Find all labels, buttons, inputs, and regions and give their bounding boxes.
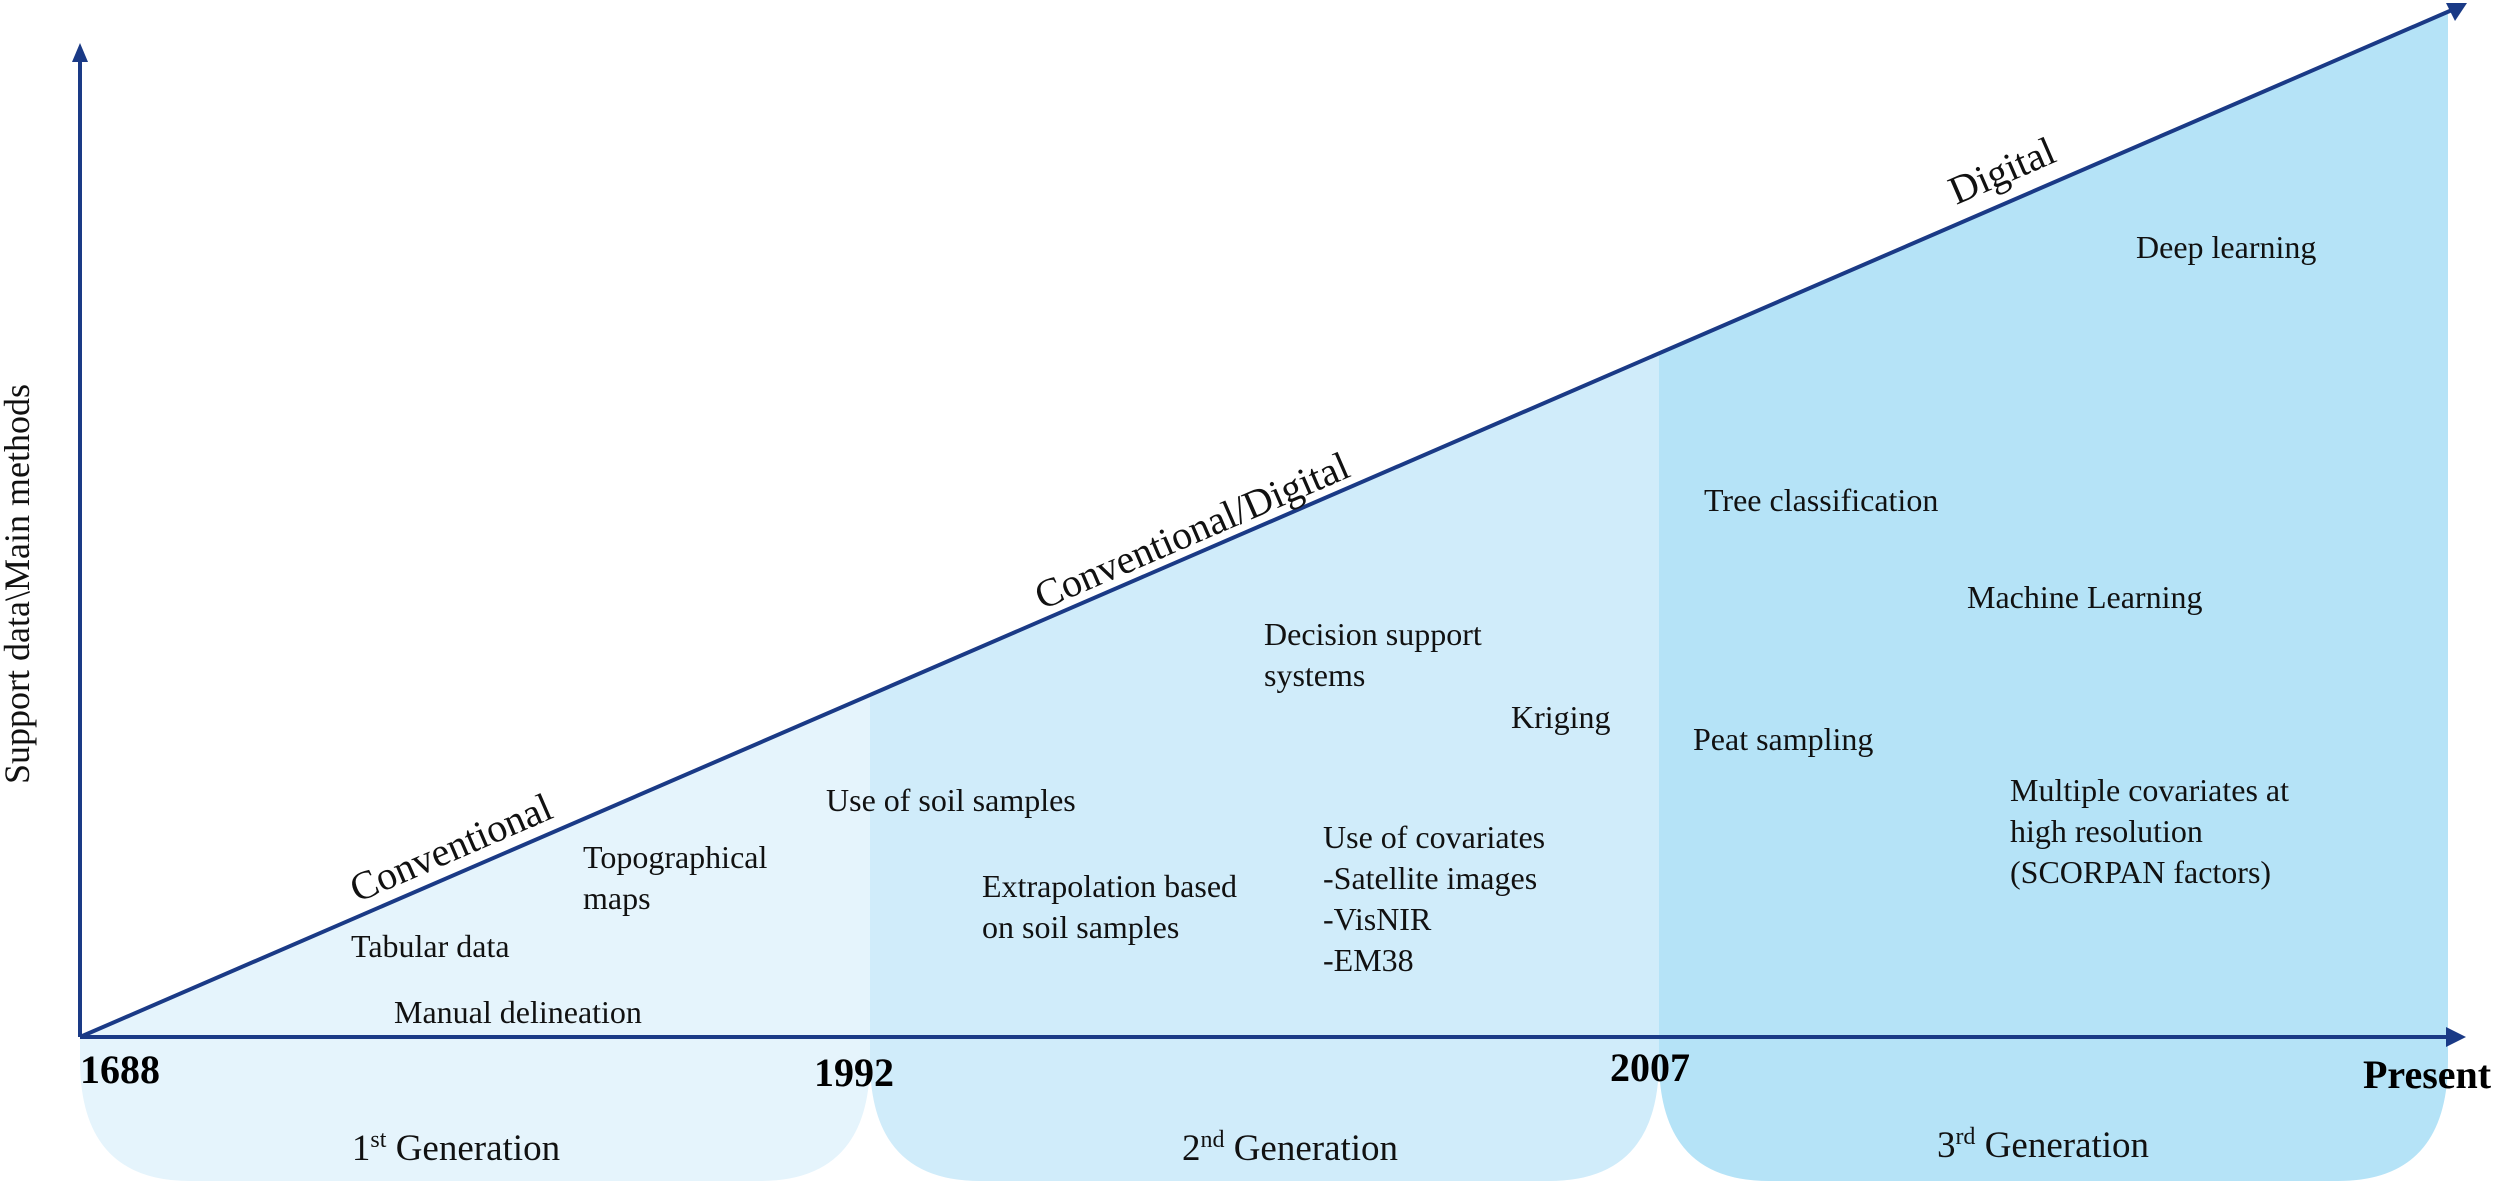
method-use-of-covariates: Use of covariates -Satellite images -Vis… [1323,819,1546,978]
generation-label-3: 3rd Generation [1936,1124,2150,1170]
year-label-2007: 2007 [1610,1045,1690,1090]
gen1-text: Generation [395,1128,561,1169]
gen3-suffix: rd [1955,1124,1976,1150]
method-tree-classification: Tree classification [1704,482,1939,518]
gen2-pill [870,1037,1659,1181]
method-tabular-data: Tabular data [351,928,510,964]
y-axis-arrowhead [72,43,88,62]
gen3-pill [1659,1037,2448,1181]
year-label-present: Present [2363,1052,2492,1097]
method-use-of-soil-samples: Use of soil samples [826,782,1076,818]
generation-label-1: 1st Generation [351,1127,561,1173]
year-label-1688: 1688 [80,1047,160,1092]
method-peat-sampling: Peat sampling [1693,721,1874,757]
gen2-number: 2 [1181,1128,1201,1169]
method-manual-delineation: Manual delineation [394,994,642,1030]
gen3-text: Generation [1984,1125,2150,1166]
gen2-suffix: nd [1200,1127,1225,1153]
gen3-number: 3 [1936,1125,1956,1166]
method-decision-support-systems: Decision support systems [1264,616,1482,693]
x-axis-arrowhead [2446,1027,2466,1047]
gen2-text: Generation [1233,1128,1399,1169]
method-multiple-covariates: Multiple covariates at high resolution (… [2010,772,2290,890]
gen1-number: 1 [351,1128,371,1169]
gen1-suffix: st [370,1127,387,1153]
year-label-1992: 1992 [814,1050,894,1095]
gen1-pill [80,1037,870,1181]
method-extrapolation: Extrapolation based on soil samples [982,868,1238,945]
method-machine-learning: Machine Learning [1967,579,2203,615]
method-kriging: Kriging [1511,699,1611,735]
gen2-area [870,353,1659,1037]
trend-arrowhead [2446,3,2467,21]
trend-line [79,8,2453,1039]
method-topographical-maps: Topographical maps [583,839,768,916]
generation-label-2: 2nd Generation [1181,1127,1399,1173]
method-deep-learning: Deep learning [2136,229,2317,265]
y-axis-label: Support data\Main methods [0,384,37,784]
